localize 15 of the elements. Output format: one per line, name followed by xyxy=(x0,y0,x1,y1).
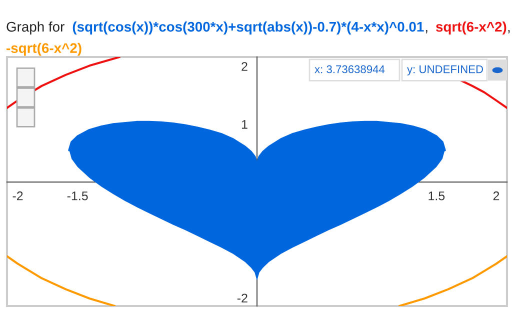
text: , xyxy=(508,30,510,34)
x-tick-label: 2 xyxy=(493,191,500,200)
annotation: y: UNDEFINED xyxy=(407,65,484,76)
chart-title: Graph for xyxy=(6,21,64,34)
text: sqrt(6-x^2) xyxy=(436,21,506,34)
text: , xyxy=(426,30,428,34)
x-tick-label: -1.5 xyxy=(67,192,88,200)
y-tick-label: 1 xyxy=(242,120,248,129)
y-tick-label: -2 xyxy=(237,294,248,302)
annotation: x: 3.73638944 xyxy=(314,65,385,74)
x-tick-label: 1.5 xyxy=(428,192,445,200)
text: (sqrt(cos(x))*cos(300*x)+sqrt(abs(x))-0.7)*(4-x*x)^0.01 xyxy=(72,21,424,34)
y-tick-label: 2 xyxy=(242,62,248,71)
x-tick-label: -2 xyxy=(12,191,23,200)
text: -sqrt(6-x^2) xyxy=(6,42,82,56)
